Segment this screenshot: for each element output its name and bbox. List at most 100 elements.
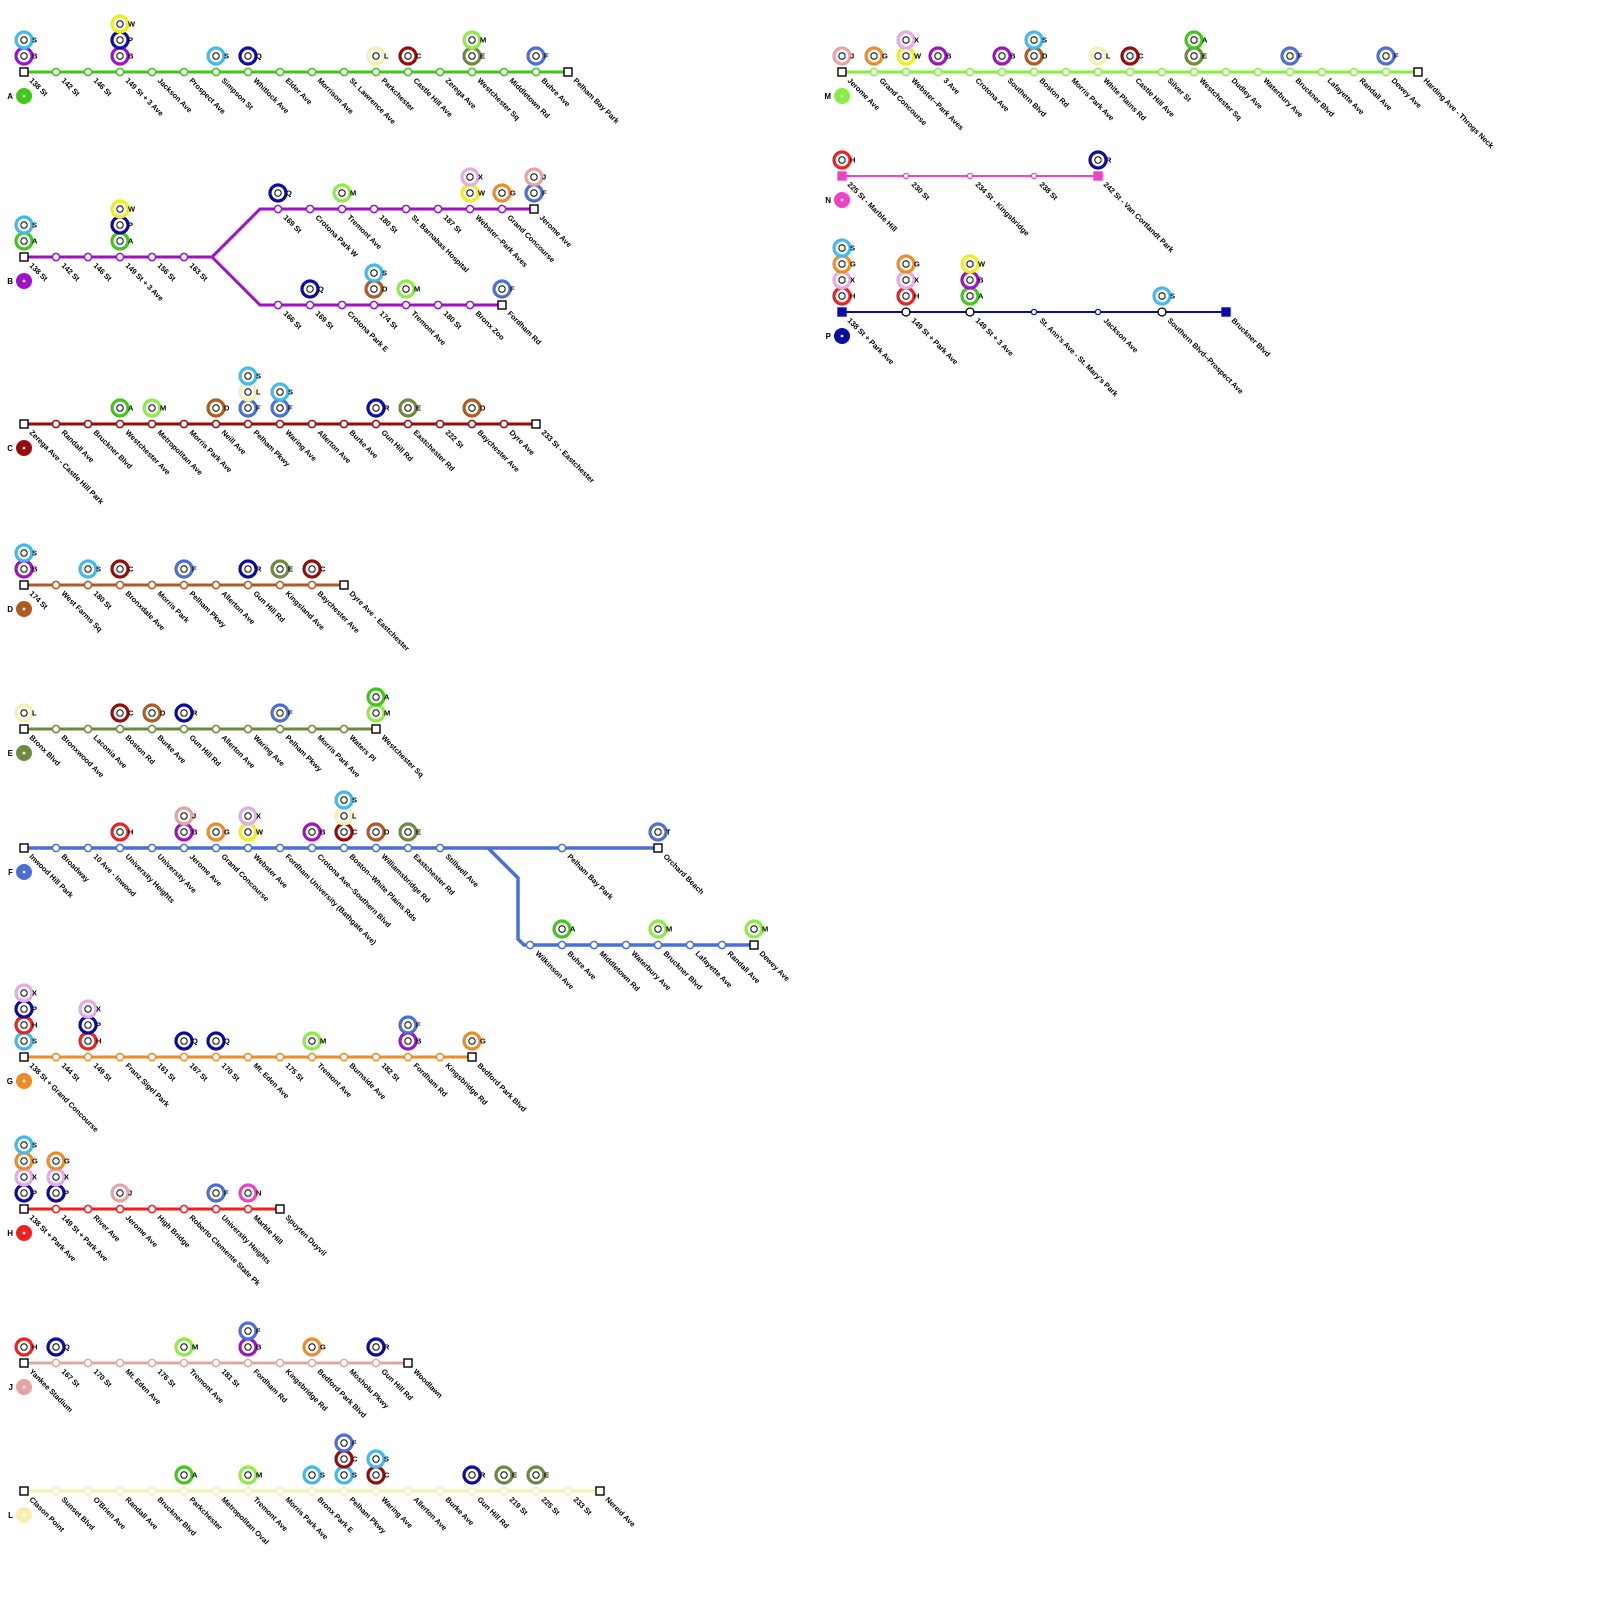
station-marker[interactable]	[147, 843, 157, 853]
station-marker[interactable]	[1093, 67, 1103, 77]
station-marker[interactable]	[211, 1204, 221, 1214]
station-marker[interactable]	[115, 1486, 125, 1496]
station-marker[interactable]	[1157, 67, 1167, 77]
station-marker[interactable]	[275, 1358, 285, 1368]
terminal-station-marker[interactable]	[837, 307, 847, 317]
station-marker[interactable]	[243, 724, 253, 734]
terminal-station-marker[interactable]	[19, 580, 29, 590]
station-marker[interactable]	[403, 1052, 413, 1062]
station-marker[interactable]	[1030, 308, 1038, 316]
terminal-station-marker[interactable]	[19, 1052, 29, 1062]
station-marker[interactable]	[531, 67, 541, 77]
station-marker[interactable]	[211, 843, 221, 853]
station-marker[interactable]	[1157, 307, 1167, 317]
station-marker[interactable]	[179, 580, 189, 590]
station-marker[interactable]	[211, 1358, 221, 1368]
station-marker[interactable]	[243, 1358, 253, 1368]
station-marker[interactable]	[339, 1052, 349, 1062]
terminal-station-marker[interactable]	[19, 724, 29, 734]
station-marker[interactable]	[179, 1052, 189, 1062]
station-marker[interactable]	[243, 1204, 253, 1214]
station-marker[interactable]	[147, 1204, 157, 1214]
terminal-station-marker[interactable]	[529, 204, 539, 214]
station-marker[interactable]	[499, 67, 509, 77]
station-marker[interactable]	[115, 843, 125, 853]
station-marker[interactable]	[211, 724, 221, 734]
terminal-station-marker[interactable]	[653, 843, 663, 853]
station-marker[interactable]	[147, 1052, 157, 1062]
line-f-badge[interactable]: F	[8, 864, 32, 880]
station-marker[interactable]	[1285, 67, 1295, 77]
station-marker[interactable]	[467, 67, 477, 77]
station-marker[interactable]	[371, 1052, 381, 1062]
station-marker[interactable]	[465, 300, 475, 310]
terminal-station-marker[interactable]	[1093, 171, 1103, 181]
terminal-station-marker[interactable]	[19, 843, 29, 853]
station-marker[interactable]	[403, 1486, 413, 1496]
station-marker[interactable]	[275, 724, 285, 734]
station-marker[interactable]	[179, 724, 189, 734]
station-marker[interactable]	[371, 1486, 381, 1496]
station-marker[interactable]	[83, 1486, 93, 1496]
station-marker[interactable]	[401, 204, 411, 214]
station-marker[interactable]	[243, 1052, 253, 1062]
station-marker[interactable]	[275, 843, 285, 853]
terminal-station-marker[interactable]	[497, 300, 507, 310]
station-marker[interactable]	[557, 940, 567, 950]
terminal-station-marker[interactable]	[19, 1358, 29, 1368]
station-marker[interactable]	[499, 419, 509, 429]
station-marker[interactable]	[243, 67, 253, 77]
station-marker[interactable]	[51, 724, 61, 734]
terminal-station-marker[interactable]	[19, 67, 29, 77]
station-marker[interactable]	[307, 1358, 317, 1368]
terminal-station-marker[interactable]	[749, 940, 759, 950]
station-marker[interactable]	[525, 940, 535, 950]
station-marker[interactable]	[305, 204, 315, 214]
station-marker[interactable]	[307, 580, 317, 590]
station-marker[interactable]	[83, 1358, 93, 1368]
station-marker[interactable]	[275, 419, 285, 429]
terminal-station-marker[interactable]	[467, 1052, 477, 1062]
station-marker[interactable]	[339, 419, 349, 429]
station-marker[interactable]	[273, 204, 283, 214]
station-marker[interactable]	[966, 172, 974, 180]
station-marker[interactable]	[403, 843, 413, 853]
station-marker[interactable]	[83, 843, 93, 853]
station-marker[interactable]	[307, 843, 317, 853]
station-marker[interactable]	[717, 940, 727, 950]
station-marker[interactable]	[371, 419, 381, 429]
station-marker[interactable]	[147, 67, 157, 77]
station-marker[interactable]	[51, 1204, 61, 1214]
terminal-station-marker[interactable]	[1413, 67, 1423, 77]
station-marker[interactable]	[275, 580, 285, 590]
terminal-station-marker[interactable]	[19, 1486, 29, 1496]
station-marker[interactable]	[179, 67, 189, 77]
station-marker[interactable]	[371, 843, 381, 853]
terminal-station-marker[interactable]	[1221, 307, 1231, 317]
station-marker[interactable]	[275, 1486, 285, 1496]
station-marker[interactable]	[621, 940, 631, 950]
station-marker[interactable]	[179, 843, 189, 853]
station-marker[interactable]	[901, 67, 911, 77]
station-marker[interactable]	[433, 204, 443, 214]
station-marker[interactable]	[339, 843, 349, 853]
station-marker[interactable]	[275, 67, 285, 77]
line-h-badge[interactable]: H	[7, 1225, 32, 1241]
station-marker[interactable]	[115, 419, 125, 429]
station-marker[interactable]	[305, 300, 315, 310]
station-marker[interactable]	[147, 580, 157, 590]
station-marker[interactable]	[243, 843, 253, 853]
terminal-station-marker[interactable]	[19, 1204, 29, 1214]
station-marker[interactable]	[179, 1486, 189, 1496]
station-marker[interactable]	[339, 1486, 349, 1496]
station-marker[interactable]	[965, 67, 975, 77]
station-marker[interactable]	[435, 1486, 445, 1496]
station-marker[interactable]	[51, 252, 61, 262]
terminal-station-marker[interactable]	[275, 1204, 285, 1214]
line-e-badge[interactable]: E	[8, 745, 32, 761]
station-marker[interactable]	[51, 1486, 61, 1496]
station-marker[interactable]	[147, 252, 157, 262]
terminal-station-marker[interactable]	[403, 1358, 413, 1368]
station-marker[interactable]	[51, 419, 61, 429]
station-marker[interactable]	[435, 1052, 445, 1062]
